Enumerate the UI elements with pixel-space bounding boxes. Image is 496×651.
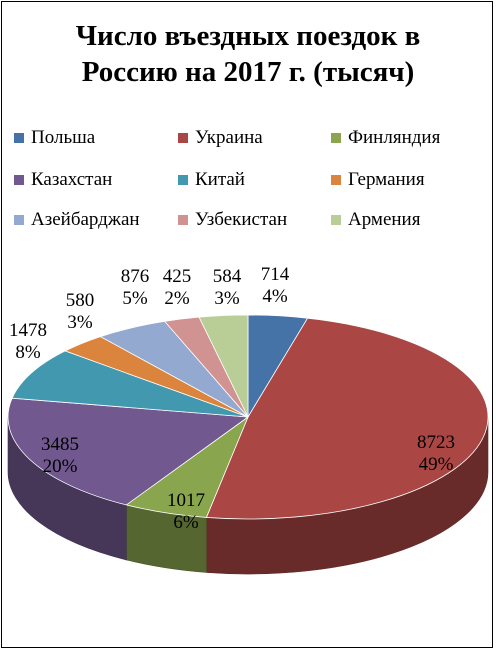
legend-label: Финляндия [348,127,441,148]
data-label-percent: 8% [15,342,41,363]
legend-swatch [178,175,188,185]
data-labels: 7144%872349%10176%348520%14788%5803%8765… [9,264,455,533]
legend-label: Украина [195,127,263,148]
data-label-value: 1478 [9,320,47,341]
chart-title: Число въездных поездок в Россию на 2017 … [75,20,421,88]
data-label-percent: 3% [214,288,240,309]
legend-swatch [14,133,24,143]
legend-label: Китай [195,169,245,190]
legend-swatch [178,133,188,143]
legend-item: Азейбарджан [14,208,140,232]
pie-slice [11,350,249,418]
legend-swatch [14,175,24,185]
pie-sides [7,416,489,575]
legend-item: Китай [178,168,245,192]
data-label-value: 8723 [417,432,455,453]
legend-label: Армения [348,209,421,230]
legend-item: Армения [331,208,420,232]
legend-label: Азейбарджан [31,209,140,230]
legend-item: Узбекистан [178,208,287,232]
legend-swatch [331,215,341,225]
data-label-value: 876 [121,266,150,287]
legend-item: Казахстан [14,168,112,192]
legend-item: Польша [14,126,95,150]
legend-swatch [14,215,24,225]
legend-item: Украина [178,126,263,150]
data-label-percent: 20% [43,456,78,477]
legend-swatch [178,215,188,225]
pie-slice [205,317,489,520]
legend-swatch [331,133,341,143]
data-label-value: 425 [163,266,192,287]
data-label-value: 1017 [167,490,205,511]
data-label-percent: 49% [419,454,454,475]
data-label-value: 584 [213,266,242,287]
pie-slice [198,314,249,418]
legend-item: Германия [331,168,425,192]
legend-swatch [331,175,341,185]
pie-tops [7,314,489,520]
data-label-value: 580 [66,290,95,311]
legend-label: Польша [31,127,96,148]
data-label-percent: 4% [262,286,288,307]
data-label-percent: 3% [67,312,93,333]
data-label-value: 3485 [41,434,79,455]
legend-label: Казахстан [31,169,113,190]
data-label-percent: 2% [164,288,190,309]
legend-item: Финляндия [331,126,440,150]
legend-label: Германия [348,169,425,190]
pie-slice [7,397,250,506]
data-label-percent: 6% [173,512,199,533]
data-label-percent: 5% [122,288,148,309]
data-label-value: 714 [261,264,290,285]
legend-label: Узбекистан [195,209,288,230]
